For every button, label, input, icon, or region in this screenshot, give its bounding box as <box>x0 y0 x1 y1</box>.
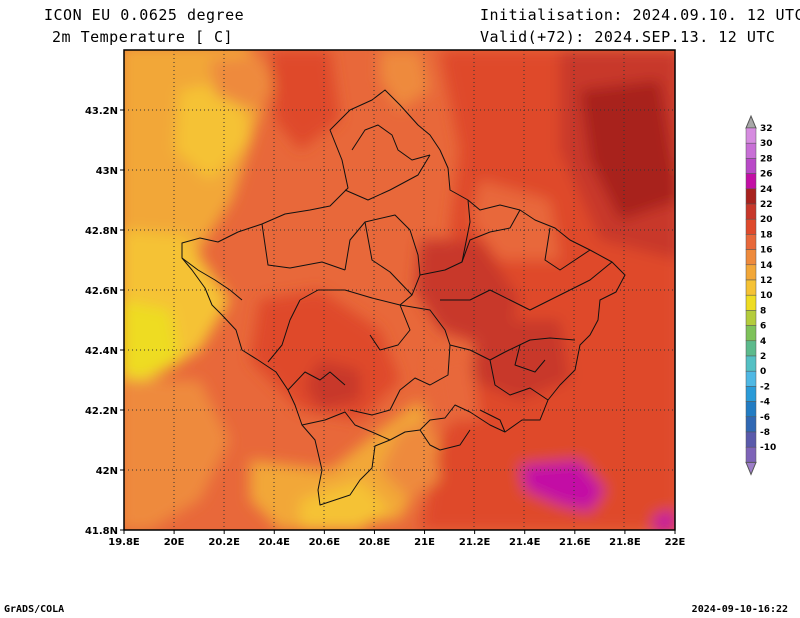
model-title: ICON EU 0.0625 degree <box>44 6 245 24</box>
variable-title: 2m Temperature [ C] <box>52 28 234 46</box>
y-tick-label: 42.8N <box>85 226 118 237</box>
x-tick-label: 21.6E <box>559 537 591 548</box>
boundaries <box>181 89 626 506</box>
x-tick-label: 21.8E <box>609 537 641 548</box>
colorbar-label: -4 <box>760 398 770 408</box>
grads-credit: GrADS/COLA <box>4 604 65 615</box>
colorbar-swatch <box>745 142 757 159</box>
y-tick-label: 41.8N <box>85 526 118 537</box>
colorbar-swatch <box>745 355 757 372</box>
y-axis-ticks: 41.8N 42N 42.2N 42.4N 42.6N 42.8N 43N 43.2N <box>85 106 124 537</box>
colorbar-label: 32 <box>760 124 773 134</box>
colorbar-label: -8 <box>760 428 770 438</box>
colorbar-label: 10 <box>760 291 773 301</box>
colorbar-label: 14 <box>760 261 773 271</box>
colorbar-swatch <box>745 158 757 174</box>
x-tick-label: 21.2E <box>459 537 491 548</box>
colorbar-label: 26 <box>760 170 773 180</box>
colorbar-swatch <box>745 264 757 281</box>
colorbar-swatch <box>745 249 757 266</box>
colorbar-swatch <box>745 416 757 433</box>
colorbar-swatch <box>745 173 757 190</box>
colorbar-label: 22 <box>760 200 773 210</box>
valid-time: Valid(+72): 2024.SEP.13. 12 UTC <box>480 28 776 46</box>
x-axis-ticks: 19.8E 20E 20.2E 20.4E 20.6E 20.8E 21E 21.2E 21.4… <box>108 530 686 548</box>
timestamp: 2024-09-10-16:22 <box>691 604 788 615</box>
temperature-field <box>124 50 675 530</box>
colorbar-label: -10 <box>760 443 776 453</box>
colorbar-label: 2 <box>760 352 766 362</box>
colorbar-swatch <box>745 188 757 205</box>
colorbar-label: 18 <box>760 230 773 240</box>
colorbar-label: 20 <box>760 215 773 225</box>
y-tick-label: 43.2N <box>85 106 118 117</box>
colorbar-swatch <box>745 234 757 250</box>
y-tick-label: 42.6N <box>85 286 118 297</box>
init-time: Initialisation: 2024.09.10. 12 UTC <box>480 6 800 24</box>
colorbar-swatch <box>745 218 757 235</box>
x-tick-label: 20.8E <box>359 537 391 548</box>
colorbar-label: 30 <box>760 139 773 149</box>
colorbar-label: 6 <box>760 322 766 332</box>
colorbar-label: 16 <box>760 246 773 256</box>
colorbar-swatch <box>745 294 757 311</box>
colorbar-label: 24 <box>760 185 773 195</box>
colorbar-swatch <box>745 203 757 220</box>
x-tick-label: 19.8E <box>108 537 140 548</box>
y-tick-label: 42.4N <box>85 346 118 357</box>
colorbar-label: 4 <box>760 337 766 347</box>
colorbar-label: 12 <box>760 276 773 286</box>
colorbar-swatch <box>745 446 757 463</box>
y-tick-label: 42N <box>96 466 118 477</box>
colorbar-label: 8 <box>760 306 766 316</box>
x-tick-label: 20E <box>164 537 185 548</box>
x-tick-label: 22E <box>665 537 686 548</box>
colorbar-swatch <box>745 325 757 342</box>
colorbar-swatch <box>745 310 757 326</box>
x-tick-label: 20.6E <box>309 537 341 548</box>
colorbar-swatch <box>745 340 757 357</box>
colorbar-label: 0 <box>760 367 766 377</box>
colorbar-swatch <box>745 127 757 144</box>
colorbar-label: -2 <box>760 382 770 392</box>
x-tick-label: 20.4E <box>259 537 291 548</box>
colorbar-swatch <box>745 279 757 296</box>
y-tick-label: 42.2N <box>85 406 118 417</box>
y-tick-label: 43N <box>96 166 118 177</box>
colorbar-label: 28 <box>760 154 773 164</box>
colorbar-top-arrow <box>745 114 757 129</box>
colorbar-swatch <box>745 401 757 418</box>
colorbar-label: -6 <box>760 413 770 423</box>
x-tick-label: 21E <box>414 537 435 548</box>
x-tick-label: 20.2E <box>208 537 240 548</box>
colorbar-swatch <box>745 370 757 387</box>
x-tick-label: 21.4E <box>509 537 541 548</box>
colorbar-swatch <box>745 431 757 448</box>
colorbar-bottom-arrow <box>745 461 757 476</box>
colorbar-swatch <box>745 386 757 402</box>
